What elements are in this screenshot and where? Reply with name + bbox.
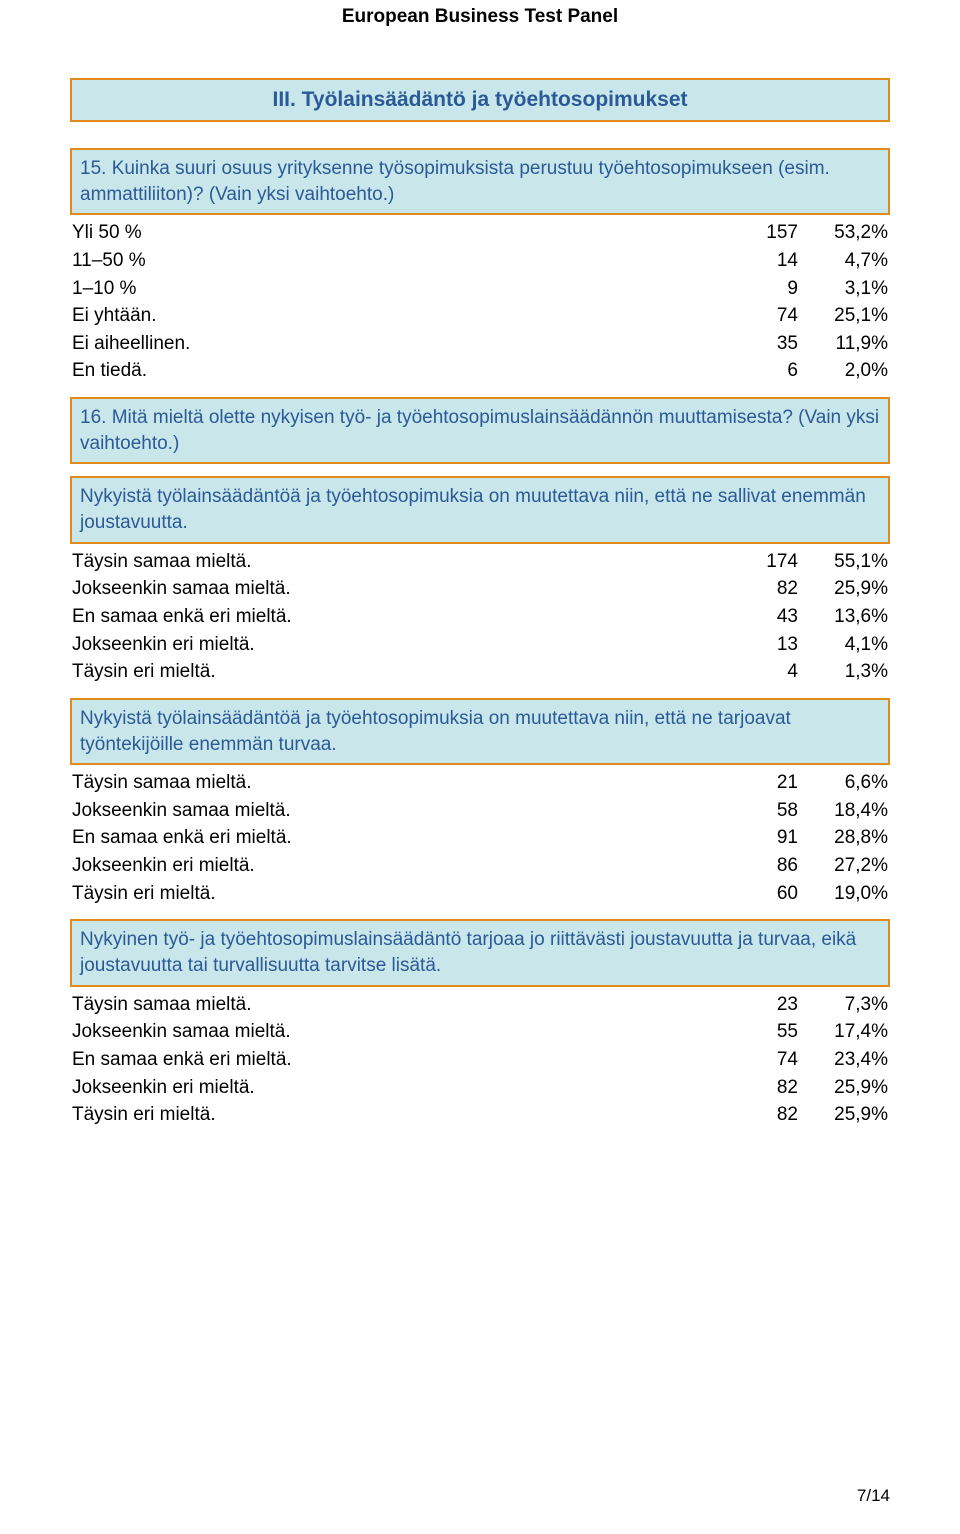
row-count: 14 <box>730 247 800 275</box>
table-row: Täysin eri mieltä. 4 1,3% <box>70 658 890 686</box>
row-label: Ei aiheellinen. <box>70 330 730 358</box>
row-pct: 4,7% <box>800 247 890 275</box>
row-count: 9 <box>730 275 800 303</box>
table-row: Täysin eri mieltä. 82 25,9% <box>70 1101 890 1129</box>
table-row: Täysin samaa mieltä. 23 7,3% <box>70 991 890 1019</box>
row-label: Jokseenkin samaa mieltä. <box>70 1018 730 1046</box>
question-16-box: 16. Mitä mieltä olette nykyisen työ- ja … <box>70 397 890 464</box>
row-count: 43 <box>730 603 800 631</box>
row-label: Yli 50 % <box>70 219 730 247</box>
row-pct: 7,3% <box>800 991 890 1019</box>
table-row: En tiedä. 6 2,0% <box>70 357 890 385</box>
document-header: European Business Test Panel <box>70 0 890 78</box>
table-row: En samaa enkä eri mieltä. 74 23,4% <box>70 1046 890 1074</box>
row-count: 174 <box>730 548 800 576</box>
row-count: 86 <box>730 852 800 880</box>
row-count: 82 <box>730 1074 800 1102</box>
row-label: Täysin samaa mieltä. <box>70 548 730 576</box>
row-label: En samaa enkä eri mieltä. <box>70 603 730 631</box>
table-row: 11–50 % 14 4,7% <box>70 247 890 275</box>
row-count: 82 <box>730 1101 800 1129</box>
row-pct: 4,1% <box>800 631 890 659</box>
row-pct: 27,2% <box>800 852 890 880</box>
section-title: III. Työlainsäädäntö ja työehtosopimukse… <box>70 78 890 122</box>
table-row: Jokseenkin eri mieltä. 13 4,1% <box>70 631 890 659</box>
table-row: 1–10 % 9 3,1% <box>70 275 890 303</box>
row-count: 23 <box>730 991 800 1019</box>
row-pct: 25,9% <box>800 1074 890 1102</box>
row-pct: 19,0% <box>800 880 890 908</box>
table-row: Jokseenkin eri mieltä. 82 25,9% <box>70 1074 890 1102</box>
row-label: En samaa enkä eri mieltä. <box>70 1046 730 1074</box>
q16-sub-a-box: Nykyistä työlainsäädäntöä ja työehtosopi… <box>70 476 890 543</box>
table-row: En samaa enkä eri mieltä. 43 13,6% <box>70 603 890 631</box>
page-number: 7/14 <box>857 1486 890 1506</box>
table-row: Jokseenkin samaa mieltä. 58 18,4% <box>70 797 890 825</box>
row-label: En tiedä. <box>70 357 730 385</box>
table-row: Ei yhtään. 74 25,1% <box>70 302 890 330</box>
row-label: Jokseenkin eri mieltä. <box>70 631 730 659</box>
row-label: Täysin eri mieltä. <box>70 1101 730 1129</box>
row-count: 60 <box>730 880 800 908</box>
row-pct: 13,6% <box>800 603 890 631</box>
row-pct: 28,8% <box>800 824 890 852</box>
row-label: Täysin samaa mieltä. <box>70 769 730 797</box>
row-count: 13 <box>730 631 800 659</box>
row-count: 74 <box>730 302 800 330</box>
table-row: Täysin eri mieltä. 60 19,0% <box>70 880 890 908</box>
table-row: En samaa enkä eri mieltä. 91 28,8% <box>70 824 890 852</box>
row-count: 55 <box>730 1018 800 1046</box>
table-row: Täysin samaa mieltä. 21 6,6% <box>70 769 890 797</box>
row-label: Jokseenkin eri mieltä. <box>70 852 730 880</box>
q16-sub-c-table: Täysin samaa mieltä. 23 7,3% Jokseenkin … <box>70 991 890 1129</box>
question-15-box: 15. Kuinka suuri osuus yrityksenne työso… <box>70 148 890 215</box>
row-label: Täysin eri mieltä. <box>70 880 730 908</box>
q15-table: Yli 50 % 157 53,2% 11–50 % 14 4,7% 1–10 … <box>70 219 890 385</box>
row-label: 1–10 % <box>70 275 730 303</box>
row-pct: 53,2% <box>800 219 890 247</box>
table-row: Täysin samaa mieltä. 174 55,1% <box>70 548 890 576</box>
row-label: Jokseenkin samaa mieltä. <box>70 797 730 825</box>
table-row: Jokseenkin samaa mieltä. 55 17,4% <box>70 1018 890 1046</box>
row-count: 21 <box>730 769 800 797</box>
row-pct: 25,9% <box>800 1101 890 1129</box>
row-label: Jokseenkin samaa mieltä. <box>70 575 730 603</box>
row-count: 58 <box>730 797 800 825</box>
row-count: 82 <box>730 575 800 603</box>
row-label: En samaa enkä eri mieltä. <box>70 824 730 852</box>
row-count: 35 <box>730 330 800 358</box>
row-count: 74 <box>730 1046 800 1074</box>
row-count: 157 <box>730 219 800 247</box>
row-pct: 3,1% <box>800 275 890 303</box>
row-pct: 25,1% <box>800 302 890 330</box>
table-row: Ei aiheellinen. 35 11,9% <box>70 330 890 358</box>
q16-sub-a-table: Täysin samaa mieltä. 174 55,1% Jokseenki… <box>70 548 890 686</box>
row-pct: 2,0% <box>800 357 890 385</box>
row-label: Täysin eri mieltä. <box>70 658 730 686</box>
table-row: Jokseenkin eri mieltä. 86 27,2% <box>70 852 890 880</box>
row-label: Ei yhtään. <box>70 302 730 330</box>
row-pct: 1,3% <box>800 658 890 686</box>
page: European Business Test Panel III. Työlai… <box>0 0 960 1534</box>
row-pct: 25,9% <box>800 575 890 603</box>
q16-sub-c-box: Nykyinen työ- ja työehtosopimuslainsäädä… <box>70 919 890 986</box>
row-pct: 55,1% <box>800 548 890 576</box>
row-pct: 18,4% <box>800 797 890 825</box>
row-count: 6 <box>730 357 800 385</box>
row-label: 11–50 % <box>70 247 730 275</box>
row-label: Täysin samaa mieltä. <box>70 991 730 1019</box>
table-row: Jokseenkin samaa mieltä. 82 25,9% <box>70 575 890 603</box>
q16-sub-b-table: Täysin samaa mieltä. 21 6,6% Jokseenkin … <box>70 769 890 907</box>
row-pct: 23,4% <box>800 1046 890 1074</box>
row-count: 91 <box>730 824 800 852</box>
row-pct: 17,4% <box>800 1018 890 1046</box>
row-label: Jokseenkin eri mieltä. <box>70 1074 730 1102</box>
row-count: 4 <box>730 658 800 686</box>
q16-sub-b-box: Nykyistä työlainsäädäntöä ja työehtosopi… <box>70 698 890 765</box>
table-row: Yli 50 % 157 53,2% <box>70 219 890 247</box>
row-pct: 11,9% <box>800 330 890 358</box>
row-pct: 6,6% <box>800 769 890 797</box>
